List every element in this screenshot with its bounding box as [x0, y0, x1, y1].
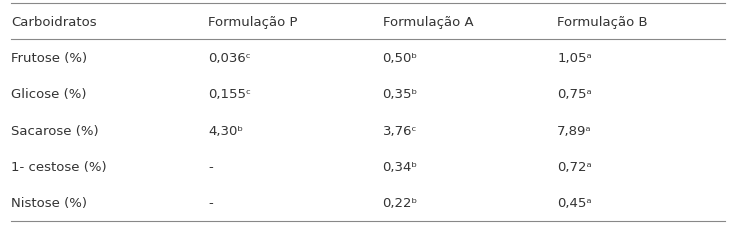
Text: -: - [208, 160, 213, 173]
Text: Formulação A: Formulação A [383, 16, 473, 29]
Text: 0,72ᵃ: 0,72ᵃ [557, 160, 592, 173]
Text: 0,45ᵃ: 0,45ᵃ [557, 196, 592, 209]
Text: Sacarose (%): Sacarose (%) [12, 124, 99, 137]
Text: 1,05ᵃ: 1,05ᵃ [557, 52, 592, 65]
Text: Glicose (%): Glicose (%) [12, 88, 87, 101]
Text: 0,036ᶜ: 0,036ᶜ [208, 52, 251, 65]
Text: 0,34ᵇ: 0,34ᵇ [383, 160, 417, 173]
Text: Formulação B: Formulação B [557, 16, 648, 29]
Text: Frutose (%): Frutose (%) [12, 52, 88, 65]
Text: 0,75ᵃ: 0,75ᵃ [557, 88, 592, 101]
Text: 7,89ᵃ: 7,89ᵃ [557, 124, 592, 137]
Text: 0,50ᵇ: 0,50ᵇ [383, 52, 417, 65]
Text: Carboidratos: Carboidratos [12, 16, 97, 29]
Text: 0,22ᵇ: 0,22ᵇ [383, 196, 418, 209]
Text: Formulação P: Formulação P [208, 16, 297, 29]
Text: 4,30ᵇ: 4,30ᵇ [208, 124, 243, 137]
Text: 0,35ᵇ: 0,35ᵇ [383, 88, 418, 101]
Text: 3,76ᶜ: 3,76ᶜ [383, 124, 417, 137]
Text: -: - [208, 196, 213, 209]
Text: 1- cestose (%): 1- cestose (%) [12, 160, 107, 173]
Text: Nistose (%): Nistose (%) [12, 196, 88, 209]
Text: 0,155ᶜ: 0,155ᶜ [208, 88, 251, 101]
